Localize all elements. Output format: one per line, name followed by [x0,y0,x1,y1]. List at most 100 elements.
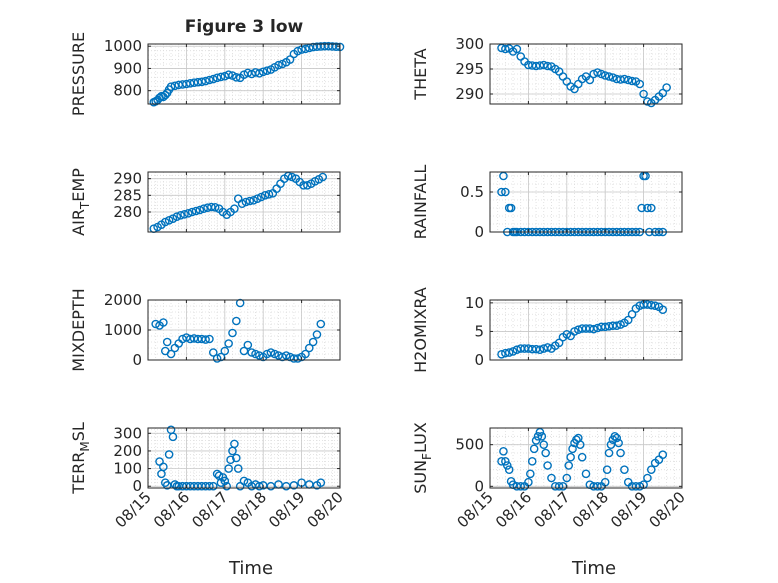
data-point [235,298,245,308]
data-point [151,319,160,329]
data-point [564,461,574,470]
y-tick-label: 500 [455,436,484,454]
data-point [612,321,622,331]
data-point [504,465,514,474]
data-point [232,453,241,463]
subplot-title: Figure 3 low [185,17,304,37]
y-tick-label: 0.5 [460,183,484,201]
data-point [643,473,652,483]
data-point [162,337,172,347]
data-point [554,482,564,491]
y-tick-label: 0 [474,477,484,495]
data-point [245,196,255,206]
data-point [658,305,668,315]
data-point [643,203,652,213]
y-tick-label: 0 [474,351,484,369]
data-point [589,324,598,334]
data-point [497,187,506,197]
data-point [612,433,622,443]
axes-box [147,43,341,105]
x-axis-label-right: Time [571,558,616,579]
data-point [606,440,616,449]
y-axis-label-suffix: EMP [69,168,88,202]
y-tick-label: 2000 [104,291,142,309]
data-point [220,476,230,486]
data-point [168,432,178,442]
data-point [243,340,253,350]
y-tick-label: 0 [132,477,142,495]
data-point [497,349,506,359]
y-axis-label-main: TERR [69,452,88,495]
y-axis-label: THETA [411,48,430,100]
y-tick-label: 295 [455,60,484,78]
data-point [566,452,575,462]
data-point [205,481,214,491]
data-point [255,69,264,78]
data-point [646,300,656,310]
y-axis-label-main: RAINFALL [411,165,430,240]
y-axis-label: TERRMSL [69,422,92,495]
data-point [224,339,233,348]
data-point [255,351,264,360]
data-point [304,343,314,353]
data-point [501,187,510,197]
data-point [543,461,552,470]
data-point [637,203,646,213]
y-axis-label-main: SUN [411,460,430,494]
data-point [512,44,522,54]
y-tick-label: 300 [455,35,484,53]
y-axis-label-subscript: F [420,453,434,460]
subplot-6: 0 5 10 H2OMIXRA [411,287,683,373]
data-point [623,315,633,325]
data-point [208,74,218,84]
data-point [610,432,620,441]
data-point [658,450,668,459]
data-point [577,452,587,462]
subplot-1: 800 900 1000 PRESSURE Figure 3 low [69,17,345,116]
x-axis-label-left: Time [228,558,273,579]
data-point [501,457,510,466]
data-point [197,77,207,87]
data-point [504,348,514,357]
data-point [646,465,656,474]
data-point [581,469,591,479]
data-point [506,203,516,213]
data-point [230,204,239,213]
data-point [533,432,543,441]
y-axis-label-main: PRESSURE [69,32,88,116]
data-point [616,448,625,458]
data-point [501,348,510,358]
data-point [201,76,210,86]
data-point [274,60,283,70]
data-point [585,75,595,85]
y-axis-label-suffix: SL [69,422,88,441]
data-point [285,352,295,362]
data-point [258,67,268,77]
data-point [232,316,241,326]
data-point [541,448,550,458]
data-point [164,450,174,459]
y-axis-label-suffix: LUX [411,422,430,453]
y-axis-label: MIXDEPTH [69,288,88,371]
data-point [535,345,545,355]
y-tick-label: 200 [113,442,142,460]
y-axis-label: PRESSURE [69,32,88,116]
y-tick-label: 290 [455,85,484,103]
data-point [251,349,260,359]
y-tick-label: 290 [113,170,142,188]
data-point [516,482,526,491]
data-point [201,335,210,344]
data-point [312,330,322,339]
data-point [212,73,222,83]
y-axis-label: AIRTEMP [69,168,92,236]
data-point [527,457,537,466]
data-point [172,212,182,221]
data-point [543,343,552,352]
data-point [226,455,235,465]
data-point [318,172,328,182]
data-point [608,73,618,82]
data-point [285,55,295,64]
data-point [554,338,564,348]
